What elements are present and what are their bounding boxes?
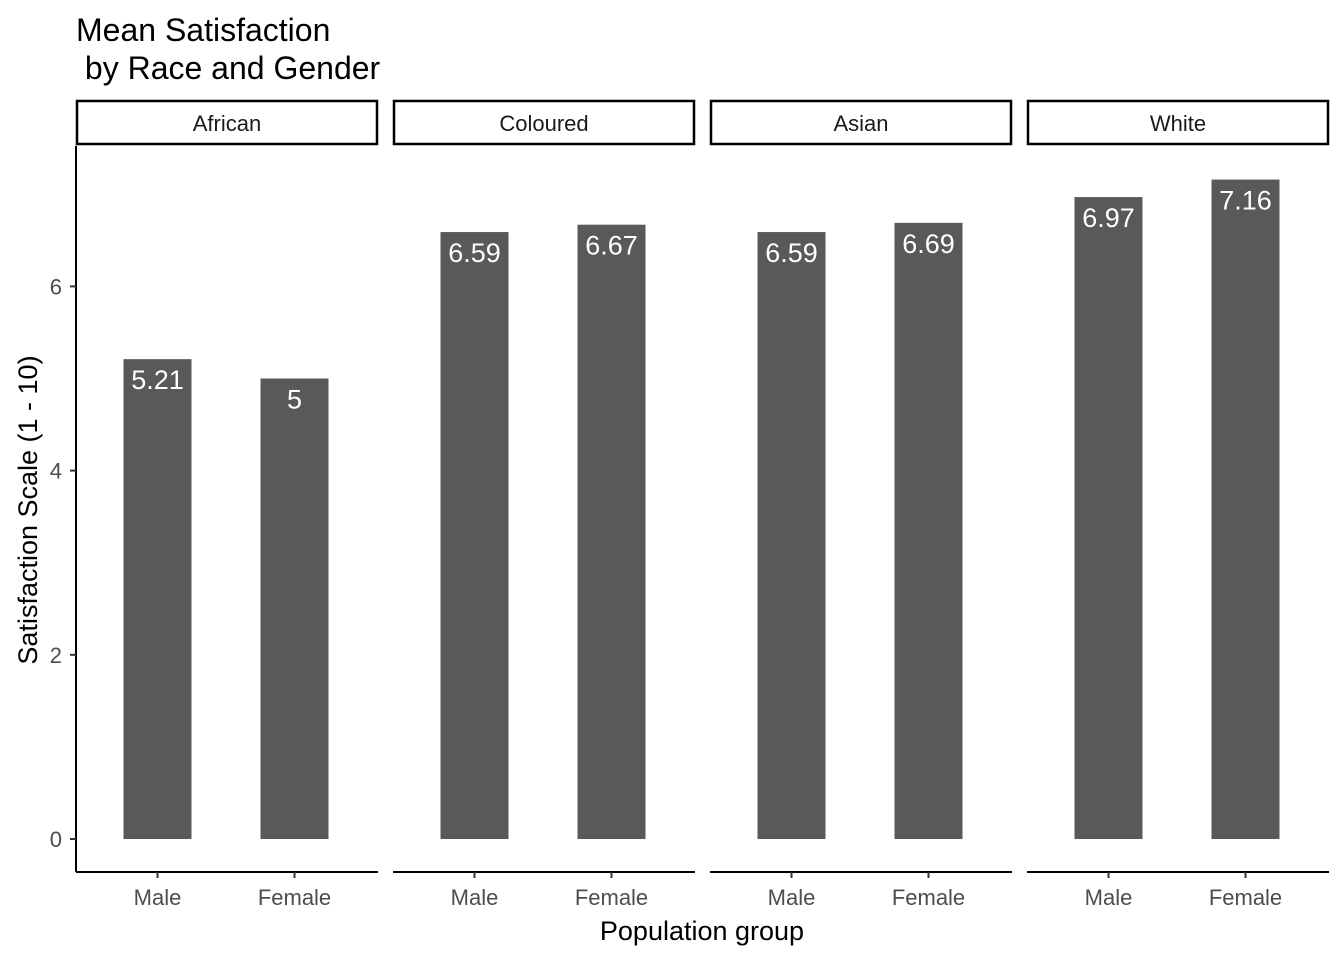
bar-value-label: 7.16 xyxy=(1219,186,1272,216)
facet-strip-white xyxy=(1026,99,1330,146)
x-tick-label: Female xyxy=(258,885,331,910)
bar-african-male xyxy=(123,359,192,839)
plot-area: 0 2 4 6 African 5.21 Male 5 Female Coloured 6.59 Ma… xyxy=(50,99,1330,910)
x-tick-label: Male xyxy=(1085,885,1133,910)
bar-white-female xyxy=(1211,179,1280,840)
facet-strip-label-white: White xyxy=(1150,111,1206,136)
bar-value-label: 6.59 xyxy=(765,238,818,268)
y-tick-label: 2 xyxy=(50,643,62,668)
facet-strip-african xyxy=(75,99,379,146)
x-tick-label: Male xyxy=(768,885,816,910)
bar-asian-male xyxy=(757,232,826,839)
bar-white-male xyxy=(1074,197,1143,840)
chart-title-line-2: by Race and Gender xyxy=(76,50,381,86)
bar-coloured-male xyxy=(440,232,509,839)
bar-value-label: 6.97 xyxy=(1082,203,1135,233)
x-tick-label: Female xyxy=(575,885,648,910)
bar-value-label: 5 xyxy=(287,385,302,415)
bar-value-label: 6.67 xyxy=(585,231,638,261)
bar-value-label: 6.69 xyxy=(902,229,955,259)
bar-asian-female xyxy=(894,222,963,839)
y-tick-label: 4 xyxy=(50,459,62,484)
y-tick-label: 0 xyxy=(50,827,62,852)
chart-title-line-1: Mean Satisfaction xyxy=(76,12,330,48)
facet-strip-asian xyxy=(709,99,1013,146)
x-tick-label: Female xyxy=(892,885,965,910)
facet-strip-coloured xyxy=(392,99,696,146)
facet-strip-label-asian: Asian xyxy=(833,111,888,136)
bar-african-female xyxy=(260,378,329,839)
bar-value-label: 6.59 xyxy=(448,238,501,268)
x-tick-label: Male xyxy=(451,885,499,910)
x-tick-label: Male xyxy=(134,885,182,910)
x-tick-label: Female xyxy=(1209,885,1282,910)
bar-coloured-female xyxy=(577,224,646,839)
facet-strip-label-african: African xyxy=(193,111,261,136)
y-axis-title: Satisfaction Scale (1 - 10) xyxy=(13,355,43,664)
facet-strip-label-coloured: Coloured xyxy=(499,111,588,136)
y-tick-label: 6 xyxy=(50,274,62,299)
x-axis-title: Population group xyxy=(600,916,804,946)
bar-value-label: 5.21 xyxy=(131,365,184,395)
